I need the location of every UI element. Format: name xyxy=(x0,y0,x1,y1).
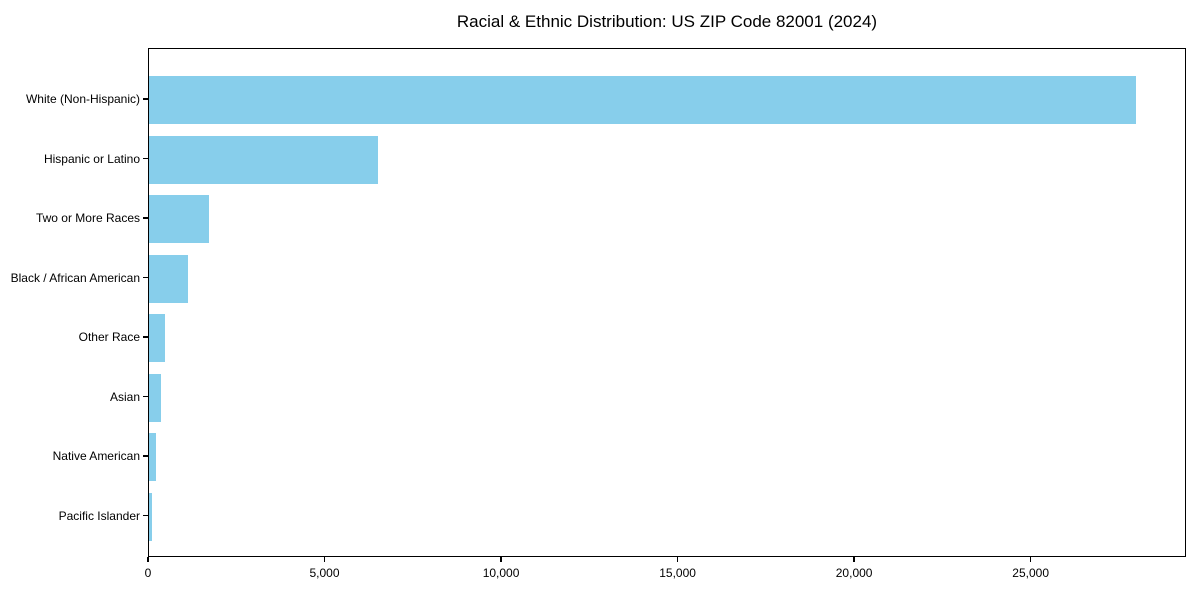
plot-area xyxy=(148,48,1186,557)
y-tick-mark xyxy=(143,455,148,457)
y-tick-label: Other Race xyxy=(78,330,140,344)
bar xyxy=(149,135,379,184)
bar xyxy=(149,76,1136,124)
y-tick-label: Pacific Islander xyxy=(58,508,140,523)
x-tick-mark xyxy=(500,557,502,562)
bar xyxy=(149,254,188,303)
y-tick-mark xyxy=(143,157,148,160)
bar xyxy=(149,492,152,541)
x-tick-mark xyxy=(1029,557,1032,562)
x-tick-mark xyxy=(853,557,855,562)
x-tick-label: 15,000 xyxy=(659,566,696,580)
y-tick-mark xyxy=(143,98,148,100)
y-tick-label: Hispanic or Latino xyxy=(43,151,140,166)
y-tick-mark xyxy=(143,217,148,219)
y-tick-mark xyxy=(143,395,148,398)
x-tick-label: 0 xyxy=(144,566,152,580)
y-tick-mark xyxy=(143,276,148,279)
x-tick-mark xyxy=(147,557,149,562)
x-tick-label: 5,000 xyxy=(309,566,340,580)
bar xyxy=(149,373,162,422)
y-tick-label: Two or More Races xyxy=(35,211,140,225)
y-tick-label: Native American xyxy=(52,449,140,463)
y-tick-label: Black / African American xyxy=(10,270,140,285)
bar xyxy=(149,433,157,481)
y-tick-mark xyxy=(143,336,148,338)
y-tick-label: Asian xyxy=(109,389,140,404)
x-tick-label: 25,000 xyxy=(1012,566,1049,580)
chart-title: Racial & Ethnic Distribution: US ZIP Cod… xyxy=(456,12,878,31)
x-tick-mark xyxy=(676,557,679,562)
bar xyxy=(149,195,209,243)
x-tick-mark xyxy=(323,557,326,562)
x-tick-label: 10,000 xyxy=(482,566,520,580)
y-tick-mark xyxy=(143,514,148,517)
bar xyxy=(149,314,165,362)
y-tick-label: White (Non-Hispanic) xyxy=(25,92,140,106)
x-tick-label: 20,000 xyxy=(835,566,873,580)
